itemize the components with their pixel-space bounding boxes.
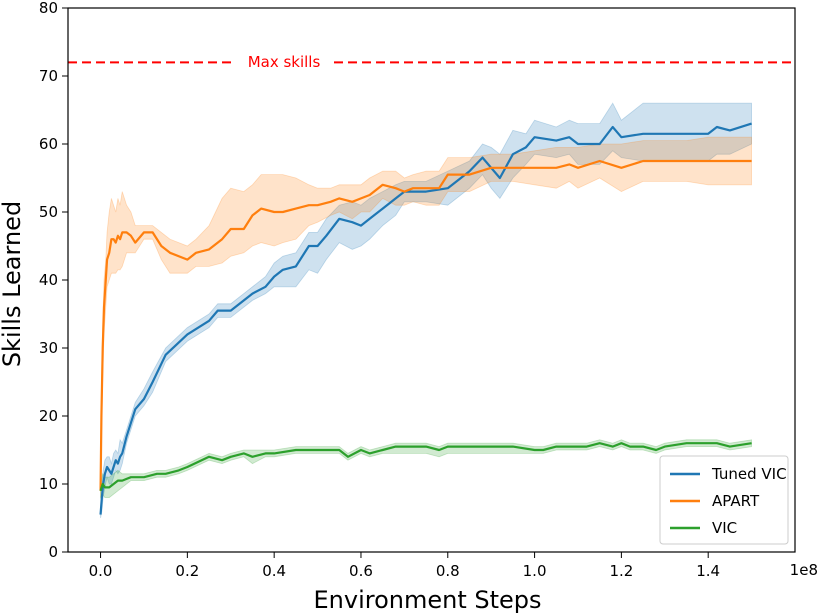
y-tick-label: 70 — [39, 67, 58, 85]
x-axis-ticks: 0.0 0.2 0.4 0.6 0.8 1.0 1.2 1.4 — [89, 552, 720, 580]
apart-band — [100, 136, 752, 498]
legend-label-tuned-vic: Tuned VIC — [711, 465, 787, 483]
x-tick-label: 0.0 — [89, 562, 113, 580]
x-axis-multiplier: 1e8 — [790, 561, 818, 579]
x-tick-label: 1.0 — [523, 562, 547, 580]
legend-label-vic: VIC — [712, 519, 737, 537]
x-tick-label: 0.2 — [175, 562, 199, 580]
apart-line — [99, 159, 752, 491]
y-tick-label: 50 — [39, 203, 58, 221]
tuned-vic-line — [99, 122, 752, 515]
legend: Tuned VIC APART VIC — [659, 455, 789, 545]
x-tick-label: 1.2 — [609, 562, 633, 580]
y-tick-label: 80 — [39, 0, 58, 17]
y-tick-label: 60 — [39, 135, 58, 153]
y-tick-label: 0 — [48, 543, 58, 561]
x-axis-label: Environment Steps — [313, 586, 541, 614]
confidence-bands — [100, 102, 752, 519]
x-tick-label: 1.4 — [696, 562, 720, 580]
series-lines — [99, 122, 752, 515]
max-skills-line-group: Max skills — [68, 52, 795, 73]
max-skills-label-bg — [236, 52, 332, 73]
y-tick-label: 30 — [39, 339, 58, 357]
y-tick-label: 40 — [39, 271, 58, 289]
x-tick-label: 0.8 — [436, 562, 460, 580]
vic-line — [99, 442, 752, 492]
y-tick-label: 10 — [39, 475, 58, 493]
x-tick-label: 0.4 — [262, 562, 286, 580]
y-tick-label: 20 — [39, 407, 58, 425]
y-axis-ticks: 0 10 20 30 40 50 60 70 80 — [39, 0, 68, 561]
y-axis-label: Skills Learned — [0, 201, 26, 367]
x-tick-label: 0.6 — [349, 562, 373, 580]
legend-box — [659, 455, 789, 545]
max-skills-label: Max skills — [248, 53, 321, 71]
legend-label-apart: APART — [712, 492, 760, 510]
